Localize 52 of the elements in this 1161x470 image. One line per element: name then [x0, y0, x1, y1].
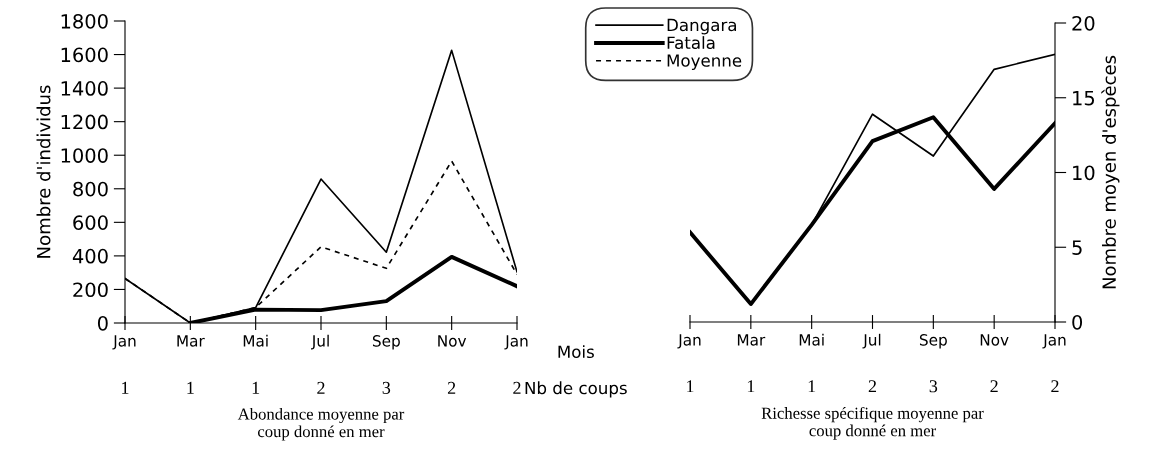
x-tick-label: Mar	[737, 334, 766, 346]
y-tick-label: 0	[97, 315, 108, 331]
text: 2	[868, 380, 877, 393]
y2-tick-label: 15	[1073, 90, 1095, 106]
x-tick-label: Mai	[243, 334, 268, 347]
text: 2	[317, 381, 325, 394]
y2-tick-label: 10	[1073, 165, 1095, 181]
text: Nb de coups	[525, 381, 627, 398]
text: 1	[747, 380, 755, 393]
y-tick-label: 200	[73, 282, 108, 298]
legend-label: Fatala	[667, 36, 715, 50]
x-tick-label: Jan	[504, 335, 528, 350]
y2-tick-label: 5	[1072, 240, 1082, 255]
text: 1	[687, 380, 694, 393]
y-tick-label: 600	[73, 215, 108, 230]
text: 1	[187, 381, 194, 394]
text: 1	[252, 381, 260, 394]
text: 2	[447, 381, 456, 394]
y2-tick-label: 20	[1072, 15, 1095, 31]
y2-tick-label: 0	[1072, 314, 1083, 330]
x-axis-title: Richesse spécifique moyenne par coup donné en mer	[761, 406, 984, 440]
text: 2	[513, 381, 521, 394]
x-axis-title: Abondance moyenne par coup donné en mer	[237, 407, 405, 441]
x-tick-label: Jul	[862, 333, 881, 349]
x-tick-label: Nov	[980, 334, 1009, 346]
text: 2	[990, 380, 998, 393]
y-tick-label: 1600	[61, 47, 108, 63]
x-tick-label: Sep	[919, 334, 947, 349]
x-tick-label: Mar	[177, 335, 205, 347]
text: 2	[1051, 380, 1059, 393]
y-tick-label: 400	[72, 248, 108, 264]
text: 3	[382, 381, 391, 394]
text: 1	[122, 381, 129, 394]
text: 3	[929, 380, 938, 393]
legend-label: Dangara	[667, 18, 736, 35]
x-tick-label: Jan	[677, 334, 701, 349]
y-axis-title: Nombre d'individus	[36, 85, 51, 258]
x-tick-label: Sep	[372, 335, 400, 350]
x-tick-label: Jan	[112, 335, 136, 350]
y-tick-label: 1800	[61, 13, 108, 29]
text: Mois	[558, 345, 594, 359]
y-tick-label: 1000	[61, 148, 108, 163]
x-tick-label: Nov	[438, 335, 467, 347]
x-tick-label: Mai	[799, 333, 824, 346]
y-tick-label: 1200	[61, 114, 108, 130]
y-tick-label: 1400	[61, 81, 108, 96]
text: 1	[808, 380, 816, 393]
legend-label: Moyenne	[667, 54, 742, 71]
y2-axis-title: Nombre moyen d'espèces	[1101, 55, 1120, 289]
y-tick-label: 800	[73, 181, 108, 197]
x-tick-label: Jul	[310, 334, 329, 350]
x-tick-label: Jan	[1042, 334, 1066, 349]
